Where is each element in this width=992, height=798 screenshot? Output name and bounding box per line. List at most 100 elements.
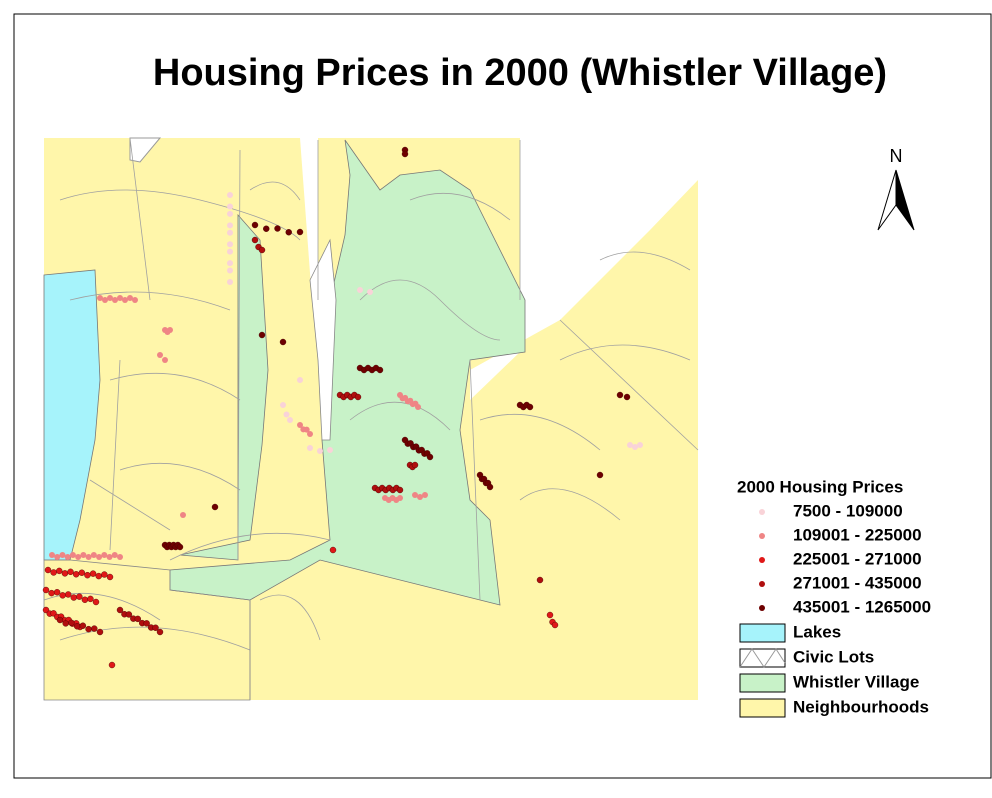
legend-symbol bbox=[759, 605, 765, 611]
gap bbox=[300, 138, 318, 300]
house-point bbox=[227, 279, 233, 285]
house-point bbox=[107, 295, 113, 301]
house-point bbox=[596, 471, 604, 479]
house-point bbox=[357, 287, 363, 293]
title: Housing Prices in 2000 (Whistler Village… bbox=[153, 52, 887, 94]
house-point bbox=[162, 357, 168, 363]
house-point bbox=[354, 393, 362, 401]
house-point bbox=[59, 552, 66, 558]
house-point bbox=[65, 591, 72, 598]
boundary bbox=[43, 559, 251, 701]
house-point bbox=[70, 594, 77, 601]
house-point bbox=[85, 625, 92, 633]
house-point bbox=[81, 596, 89, 603]
house-point bbox=[50, 569, 57, 576]
house-point bbox=[134, 615, 141, 623]
house-point bbox=[73, 623, 81, 630]
legend-label: 271001 - 435000 bbox=[793, 573, 922, 592]
house-point bbox=[227, 192, 233, 198]
house-point bbox=[616, 391, 624, 399]
house-point bbox=[279, 338, 287, 346]
house-point bbox=[307, 445, 313, 451]
house-point bbox=[95, 572, 102, 580]
map bbox=[42, 137, 699, 701]
house-point bbox=[61, 570, 69, 577]
house-point bbox=[227, 229, 233, 236]
house-point bbox=[132, 297, 138, 303]
house-point bbox=[96, 554, 103, 560]
house-point bbox=[96, 628, 104, 636]
house-point bbox=[67, 568, 74, 576]
house-point bbox=[152, 624, 159, 631]
house-point bbox=[78, 569, 86, 576]
house-point bbox=[486, 483, 494, 491]
house-point bbox=[90, 552, 97, 558]
house-point bbox=[303, 426, 310, 433]
house-point bbox=[623, 393, 631, 401]
house-point bbox=[49, 552, 55, 558]
house-point bbox=[167, 327, 173, 333]
house-point bbox=[111, 552, 118, 558]
legend-swatch bbox=[739, 623, 786, 643]
house-point bbox=[84, 571, 91, 579]
house-point bbox=[411, 461, 419, 469]
house-point bbox=[376, 366, 384, 374]
house-point bbox=[156, 628, 164, 636]
house-point bbox=[56, 616, 64, 624]
house-point bbox=[227, 203, 233, 210]
house-point bbox=[80, 552, 87, 558]
house-point bbox=[227, 260, 233, 267]
legend-hatch bbox=[739, 648, 786, 668]
house-point bbox=[101, 571, 108, 578]
legend-swatch bbox=[739, 698, 786, 718]
house-point bbox=[53, 589, 61, 596]
house-point bbox=[125, 611, 133, 618]
legend-label: 225001 - 271000 bbox=[793, 549, 922, 568]
house-point bbox=[116, 606, 124, 614]
legend-label: Civic Lots bbox=[793, 647, 874, 666]
house-point bbox=[102, 297, 108, 303]
house-point bbox=[48, 589, 55, 597]
house-point bbox=[211, 503, 219, 511]
house-point bbox=[87, 595, 94, 603]
house-point bbox=[72, 571, 80, 578]
house-point bbox=[227, 210, 233, 217]
house-point bbox=[59, 592, 66, 599]
house-point bbox=[112, 297, 118, 303]
house-point bbox=[632, 444, 638, 450]
house-point bbox=[536, 576, 544, 584]
legend-label: Whistler Village bbox=[793, 672, 919, 691]
legend-symbol bbox=[759, 509, 765, 515]
house-point bbox=[56, 567, 63, 575]
roads bbox=[43, 181, 691, 651]
house-point bbox=[68, 619, 75, 627]
house-point bbox=[176, 543, 184, 551]
house-point bbox=[258, 331, 266, 339]
house-point bbox=[91, 625, 98, 632]
house-point bbox=[422, 492, 428, 498]
house-point bbox=[327, 447, 333, 453]
house-point bbox=[106, 573, 114, 581]
arrow-right bbox=[895, 169, 915, 231]
house-point bbox=[287, 417, 293, 423]
house-point bbox=[180, 512, 186, 518]
legend-symbol bbox=[759, 533, 765, 539]
house-point bbox=[396, 486, 404, 494]
house-point bbox=[251, 236, 259, 244]
house-point bbox=[62, 620, 69, 627]
legend-symbol bbox=[759, 581, 765, 587]
house-point bbox=[227, 248, 233, 255]
legend-swatch bbox=[739, 673, 786, 693]
house-point bbox=[75, 554, 82, 560]
legend-label: 109001 - 225000 bbox=[793, 525, 922, 544]
north-label: N bbox=[890, 146, 903, 166]
whistler-village bbox=[179, 213, 269, 561]
house-point bbox=[227, 267, 233, 274]
house-point bbox=[143, 620, 150, 627]
house-point bbox=[317, 448, 323, 454]
house-point bbox=[42, 586, 50, 594]
legend-label: Neighbourhoods bbox=[793, 697, 929, 716]
house-point bbox=[412, 492, 418, 498]
house-point bbox=[92, 598, 100, 606]
